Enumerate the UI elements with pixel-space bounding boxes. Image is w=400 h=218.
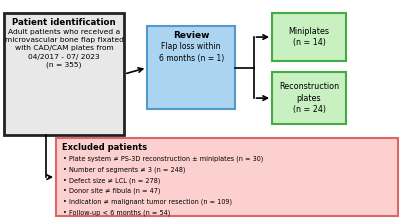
Text: Reconstruction
plates
(n = 24): Reconstruction plates (n = 24) [279,82,339,114]
FancyBboxPatch shape [147,26,235,109]
Text: Miniplates
(n = 14): Miniplates (n = 14) [288,27,330,48]
FancyBboxPatch shape [272,72,346,124]
Text: • Plate system ≠ PS-3D reconstruction ± miniplates (n = 30): • Plate system ≠ PS-3D reconstruction ± … [63,155,264,162]
Text: • Number of segments ≠ 3 (n = 248): • Number of segments ≠ 3 (n = 248) [63,166,186,173]
Text: • Follow-up < 6 months (n = 54): • Follow-up < 6 months (n = 54) [63,210,170,216]
FancyBboxPatch shape [56,138,398,216]
Text: Flap loss within
6 months (n = 1): Flap loss within 6 months (n = 1) [158,42,224,63]
Text: • Donor site ≠ fibula (n = 47): • Donor site ≠ fibula (n = 47) [63,188,160,194]
FancyBboxPatch shape [4,13,124,135]
Text: • Defect size ≠ LCL (n = 278): • Defect size ≠ LCL (n = 278) [63,177,160,184]
FancyBboxPatch shape [272,13,346,61]
Text: Patient identification: Patient identification [12,18,116,27]
Text: Adult patients who received a
microvascular bone flap fixated
with CAD/CAM plate: Adult patients who received a microvascu… [4,29,124,68]
Text: Excluded patients: Excluded patients [62,143,147,152]
Text: Review: Review [173,31,210,40]
Text: • Indication ≠ malignant tumor resection (n = 109): • Indication ≠ malignant tumor resection… [63,199,232,205]
